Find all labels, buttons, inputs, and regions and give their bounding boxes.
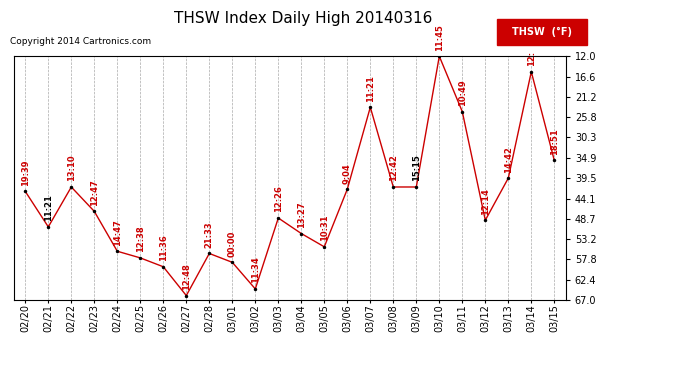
Text: 21:33: 21:33 xyxy=(205,221,214,248)
Text: 9:04: 9:04 xyxy=(343,163,352,184)
Text: 10:31: 10:31 xyxy=(319,214,329,241)
Text: 12:42: 12:42 xyxy=(388,154,398,182)
Text: 11:34: 11:34 xyxy=(250,256,260,284)
Text: Copyright 2014 Cartronics.com: Copyright 2014 Cartronics.com xyxy=(10,38,152,46)
Text: 00:00: 00:00 xyxy=(228,230,237,257)
Text: 12:14: 12:14 xyxy=(481,188,490,214)
Text: 19:39: 19:39 xyxy=(21,159,30,186)
Text: 12:26: 12:26 xyxy=(274,186,283,213)
Text: 12:48: 12:48 xyxy=(181,263,191,290)
Text: 15:15: 15:15 xyxy=(412,154,421,182)
Text: 13:10: 13:10 xyxy=(67,155,76,182)
Text: 12:: 12: xyxy=(526,51,536,66)
Text: 11:36: 11:36 xyxy=(159,234,168,261)
Text: 10:49: 10:49 xyxy=(457,80,467,106)
Text: 11:21: 11:21 xyxy=(366,75,375,102)
Text: 11:21: 11:21 xyxy=(43,195,53,221)
Text: 14:47: 14:47 xyxy=(112,219,122,246)
Text: 12:38: 12:38 xyxy=(136,226,145,252)
Text: 13:27: 13:27 xyxy=(297,201,306,228)
Text: 12:47: 12:47 xyxy=(90,179,99,206)
Text: 18:51: 18:51 xyxy=(550,128,559,155)
Text: 11:45: 11:45 xyxy=(435,24,444,51)
Text: THSW Index Daily High 20140316: THSW Index Daily High 20140316 xyxy=(175,11,433,26)
Text: 14:42: 14:42 xyxy=(504,146,513,172)
Text: THSW  (°F): THSW (°F) xyxy=(512,27,571,37)
